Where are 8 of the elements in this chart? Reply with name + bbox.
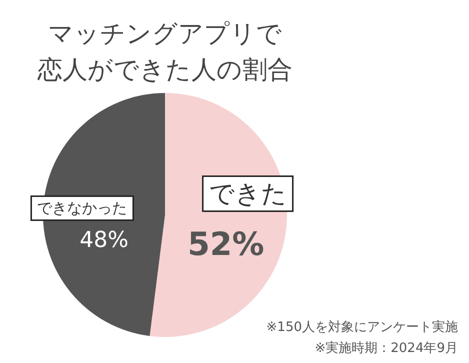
title: マッチングアプリで (48, 19, 282, 48)
category-label: できなかった (37, 199, 128, 218)
annotation: ※150人を対象にアンケート実施 (266, 320, 458, 335)
title: 恋人ができた人の割合 (38, 55, 292, 84)
annotation: ※実施時期：2024年9月 (314, 341, 458, 356)
value-label: 48% (80, 228, 129, 254)
value-label: 52% (188, 224, 264, 263)
category-label: できた (208, 179, 287, 208)
